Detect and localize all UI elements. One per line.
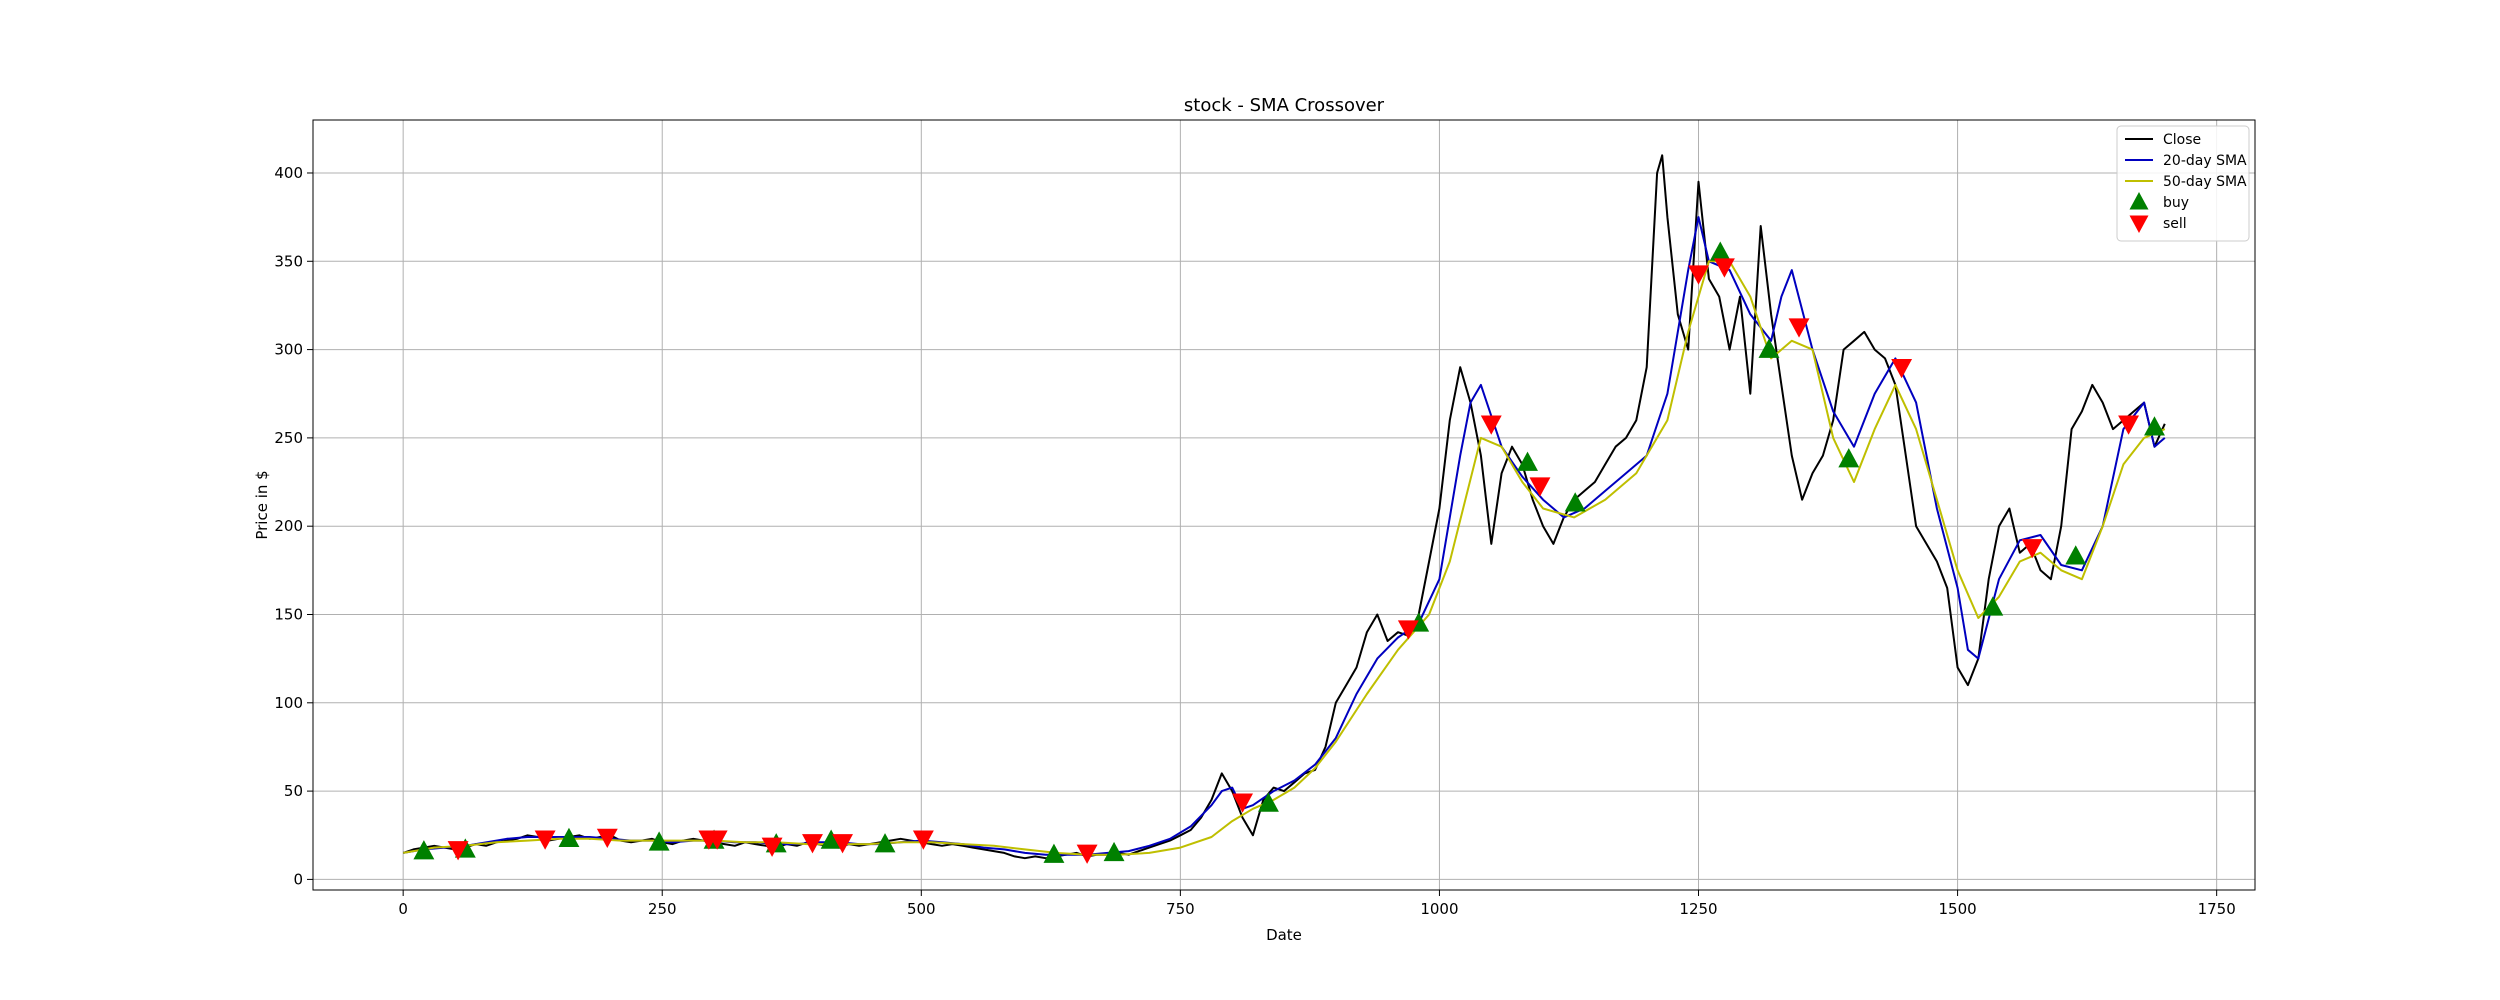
y-tick-label: 50 <box>284 782 303 800</box>
sell-marker <box>1788 318 1810 338</box>
buy-marker <box>1709 241 1731 261</box>
x-tick-label: 1000 <box>1420 900 1458 918</box>
buy-marker <box>1517 451 1538 471</box>
buy-marker <box>2144 416 2165 436</box>
legend-label-20-day-sma: 20-day SMA <box>2163 153 2247 169</box>
x-tick-label: 1500 <box>1938 900 1976 918</box>
x-tick-label: 250 <box>648 900 677 918</box>
sell-marker <box>1529 477 1551 497</box>
sell-marker <box>1232 793 1253 813</box>
sell-marker <box>912 830 934 850</box>
y-tick-label: 150 <box>274 605 303 623</box>
buy-marker <box>874 833 896 853</box>
y-tick-label: 250 <box>274 429 303 447</box>
sell-marker <box>802 834 823 854</box>
legend-label-50-day-sma: 50-day SMA <box>2163 174 2247 190</box>
sell-marker <box>534 830 556 850</box>
buy-marker <box>648 831 670 851</box>
axis-ticks: 0 250 500 750 1000 1250 1500 1750 0 50 100 150 200 25… <box>274 164 2235 918</box>
y-tick-label: 350 <box>274 252 303 270</box>
buy-marker <box>413 840 435 860</box>
legend-label-buy: buy <box>2163 195 2189 211</box>
sell-marker <box>1891 358 1913 379</box>
sell-marker <box>1397 620 1419 640</box>
buy-marker <box>820 829 842 849</box>
buy-marker <box>1838 448 1860 468</box>
y-tick-label: 200 <box>274 517 303 535</box>
plot-series <box>402 154 2166 864</box>
sell-marker <box>2118 415 2140 435</box>
y-axis-label: Price in $ <box>253 470 271 539</box>
sell-marker <box>2021 539 2043 559</box>
series-line-50-day-sma <box>403 260 2166 856</box>
chart-title: stock - SMA Crossover <box>1184 95 1385 116</box>
y-tick-label: 300 <box>274 341 303 359</box>
sell-marker <box>596 828 618 849</box>
buy-marker <box>2065 545 2087 565</box>
sell-marker <box>706 830 728 850</box>
sell-marker <box>1713 258 1735 278</box>
legend-swatch-sell <box>2129 215 2149 233</box>
x-tick-label: 1750 <box>2198 900 2236 918</box>
legend-label-sell: sell <box>2163 216 2187 232</box>
y-tick-label: 400 <box>274 164 303 182</box>
legend-label-close: Close <box>2163 132 2201 148</box>
chart-legend: Close 20-day SMA 50-day SMA buy sell <box>2116 125 2250 242</box>
buy-marker <box>1043 843 1065 863</box>
plot-frame <box>312 119 2256 891</box>
x-tick-label: 500 <box>907 900 936 918</box>
buy-marker <box>1758 338 1780 358</box>
buy-marker <box>558 827 580 848</box>
buy-marker <box>1982 596 2004 616</box>
legend-box <box>2116 125 2250 242</box>
sell-marker <box>761 837 783 857</box>
sell-marker <box>832 834 853 854</box>
buy-marker <box>1103 841 1125 862</box>
sell-marker <box>1076 844 1098 864</box>
buy-marker <box>1258 792 1279 812</box>
buy-marker <box>1564 492 1586 512</box>
sell-marker <box>1480 415 1502 435</box>
y-tick-label: 0 <box>293 870 303 888</box>
x-tick-label: 750 <box>1166 900 1195 918</box>
x-tick-label: 0 <box>398 900 408 918</box>
x-tick-label: 1250 <box>1679 900 1717 918</box>
legend-swatch-buy <box>2129 192 2149 210</box>
y-tick-label: 100 <box>274 694 303 712</box>
x-axis-label: Date <box>1266 926 1302 944</box>
sell-marker <box>1688 265 1709 285</box>
sell-marker <box>447 841 469 861</box>
